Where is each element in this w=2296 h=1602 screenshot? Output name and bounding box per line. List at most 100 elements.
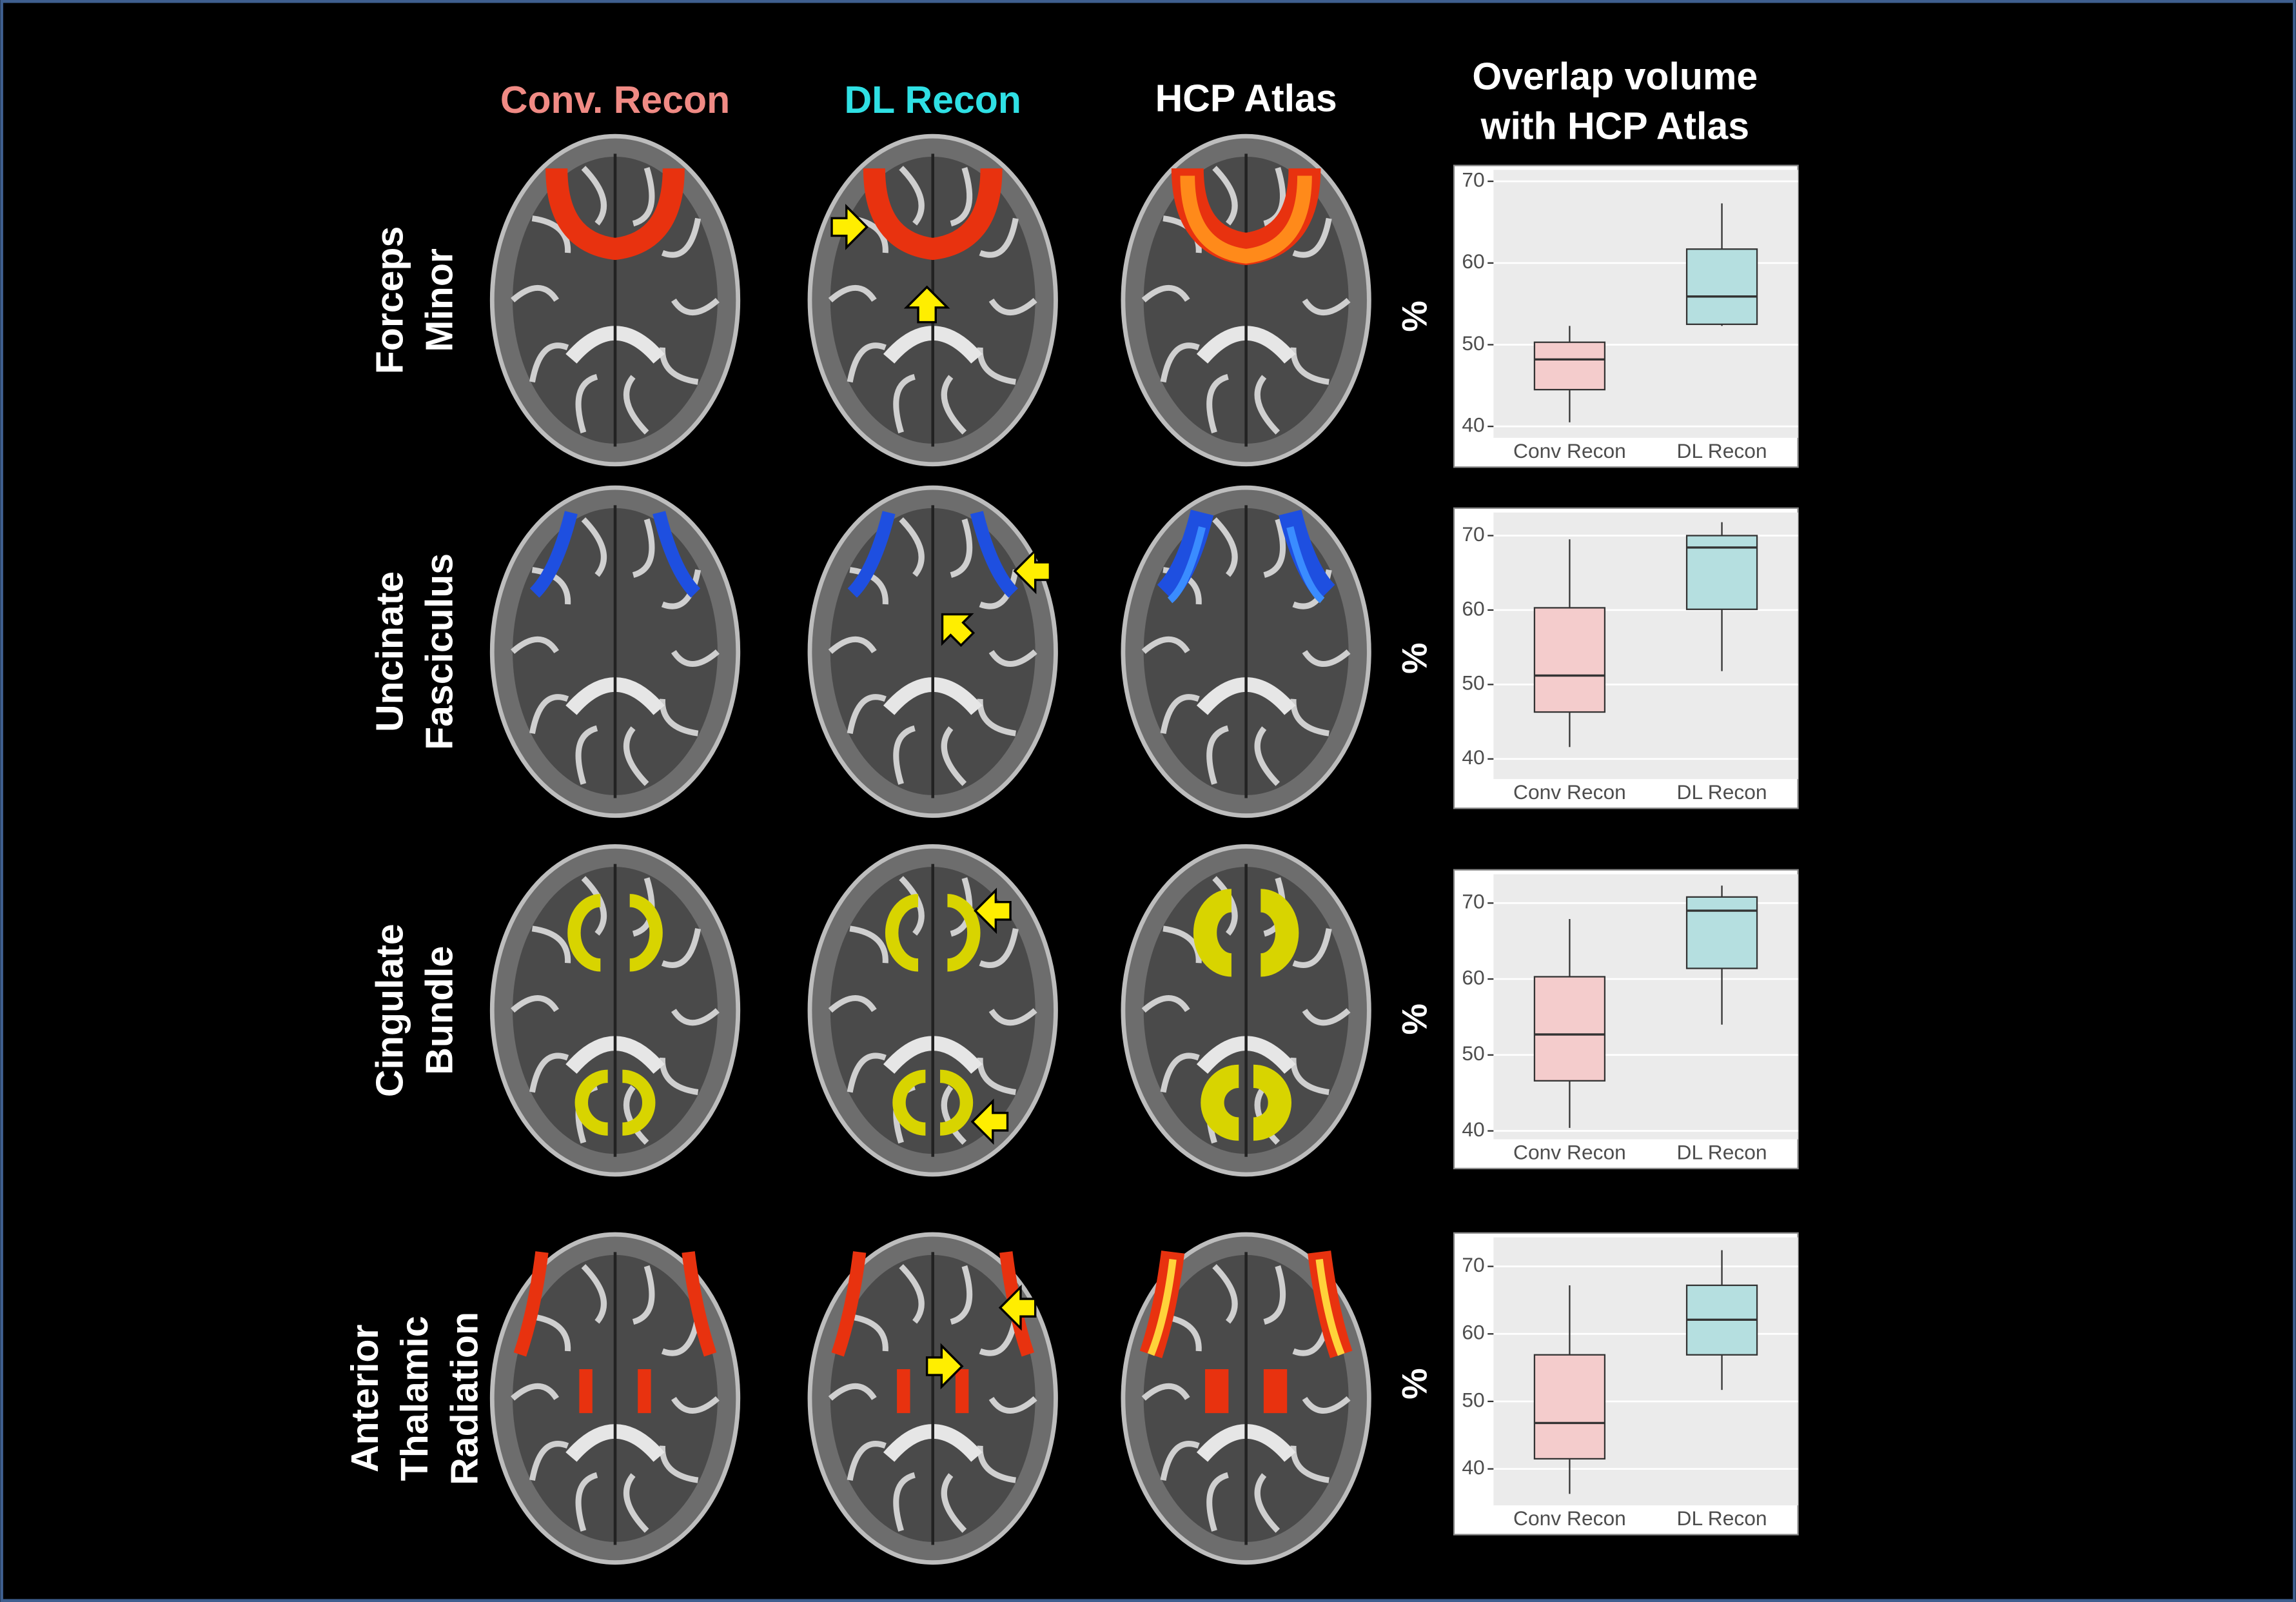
gyrus bbox=[531, 215, 571, 253]
brain-images bbox=[489, 134, 1371, 1565]
gyrus bbox=[581, 166, 607, 226]
gyrus bbox=[979, 928, 1019, 968]
gyrus bbox=[581, 517, 607, 577]
gyrus bbox=[847, 1441, 887, 1481]
gyrus bbox=[1160, 342, 1200, 383]
gyrus bbox=[1141, 1383, 1190, 1401]
gyrus bbox=[1263, 518, 1286, 578]
tract bbox=[529, 511, 701, 598]
arrow bbox=[998, 1284, 1037, 1331]
gyrus bbox=[1206, 373, 1229, 433]
gyrus bbox=[1254, 375, 1280, 435]
gyrus bbox=[623, 726, 649, 786]
y-tick-label: 60 bbox=[1462, 250, 1484, 273]
arrow bbox=[830, 204, 868, 250]
gyrus bbox=[941, 375, 967, 435]
gyrus bbox=[979, 569, 1019, 609]
overlap-title: Overlap volume bbox=[1472, 55, 1758, 98]
row-label: Thalamic bbox=[393, 1316, 436, 1481]
gyrus bbox=[623, 375, 649, 435]
gyrus bbox=[828, 1383, 877, 1401]
brain-slice bbox=[807, 844, 1058, 1177]
gyrus bbox=[575, 373, 598, 433]
gyrus bbox=[1263, 1265, 1286, 1325]
row-label: Cingulate bbox=[368, 924, 411, 1097]
gyrus bbox=[1302, 1008, 1351, 1026]
gyrus bbox=[847, 342, 887, 383]
gyrus bbox=[671, 1396, 720, 1414]
gyrus bbox=[941, 1085, 967, 1145]
x-tick-label: DL Recon bbox=[1677, 1507, 1767, 1530]
arrow bbox=[925, 1343, 964, 1390]
brain-slice bbox=[1121, 844, 1371, 1177]
gyrus bbox=[632, 1265, 655, 1325]
gyrus bbox=[899, 166, 925, 226]
column-header: HCP Atlas bbox=[1155, 77, 1337, 120]
gyrus bbox=[988, 1008, 1037, 1026]
brain-slice bbox=[489, 1232, 741, 1565]
overlap-title: with HCP Atlas bbox=[1480, 105, 1749, 148]
gyrus bbox=[1212, 517, 1238, 577]
gyrus bbox=[1163, 925, 1202, 964]
gyrus bbox=[893, 1472, 916, 1532]
brain-slice bbox=[807, 1232, 1058, 1565]
tract bbox=[567, 894, 663, 1136]
row-label: Fasciculus bbox=[418, 553, 461, 750]
gyrus bbox=[623, 1473, 649, 1533]
box bbox=[1533, 976, 1606, 1082]
gyrus bbox=[979, 217, 1019, 258]
gyrus bbox=[1302, 298, 1351, 316]
gyrus bbox=[581, 876, 607, 936]
gyrus bbox=[893, 373, 916, 433]
gyrus bbox=[828, 284, 877, 302]
gyrus bbox=[849, 567, 888, 605]
gyrus bbox=[1212, 876, 1238, 936]
brain-slice bbox=[1121, 1232, 1371, 1565]
gyrus bbox=[1212, 166, 1238, 226]
gyrus bbox=[511, 1383, 560, 1401]
brain-slice bbox=[1121, 134, 1371, 467]
gyrus bbox=[511, 284, 560, 302]
row-label: Anterior bbox=[344, 1325, 386, 1473]
gyrus bbox=[1292, 217, 1332, 258]
gyrus bbox=[529, 694, 569, 735]
gyrus bbox=[575, 1472, 598, 1532]
gyrus bbox=[671, 649, 720, 668]
y-tick-label: 70 bbox=[1462, 522, 1484, 546]
tract bbox=[885, 894, 981, 1136]
row-label: Forceps bbox=[368, 226, 411, 375]
brain-slice bbox=[489, 134, 741, 467]
arrow bbox=[903, 285, 950, 324]
arrow bbox=[941, 613, 976, 648]
gyrus bbox=[849, 925, 888, 964]
x-tick-label: DL Recon bbox=[1677, 439, 1767, 462]
arrow bbox=[970, 1098, 1009, 1145]
gyrus bbox=[828, 636, 877, 654]
gyrus bbox=[575, 725, 598, 785]
gyrus bbox=[950, 1265, 973, 1325]
tract-core bbox=[1180, 175, 1312, 264]
gyrus bbox=[661, 569, 702, 609]
tract bbox=[513, 1251, 717, 1414]
arrow bbox=[974, 887, 1012, 934]
gyrus bbox=[893, 725, 916, 785]
gyrus bbox=[511, 636, 560, 654]
gyrus bbox=[632, 518, 655, 578]
y-tick-label: 60 bbox=[1462, 965, 1484, 989]
brain-slice bbox=[1121, 485, 1371, 818]
gyrus bbox=[1302, 649, 1351, 668]
x-tick-label: Conv Recon bbox=[1513, 439, 1626, 462]
gyrus bbox=[1141, 636, 1190, 654]
gyrus bbox=[529, 1053, 569, 1093]
row-label: Minor bbox=[418, 248, 461, 352]
y-axis-label: % bbox=[1395, 1004, 1435, 1034]
gyrus bbox=[828, 995, 877, 1013]
gyrus bbox=[1254, 1473, 1280, 1533]
row-label: Uncinate bbox=[368, 571, 411, 732]
y-tick-label: 50 bbox=[1462, 671, 1484, 695]
gyrus bbox=[1292, 928, 1332, 968]
box bbox=[1533, 607, 1606, 713]
gyrus bbox=[511, 995, 560, 1013]
tract bbox=[863, 168, 1003, 261]
